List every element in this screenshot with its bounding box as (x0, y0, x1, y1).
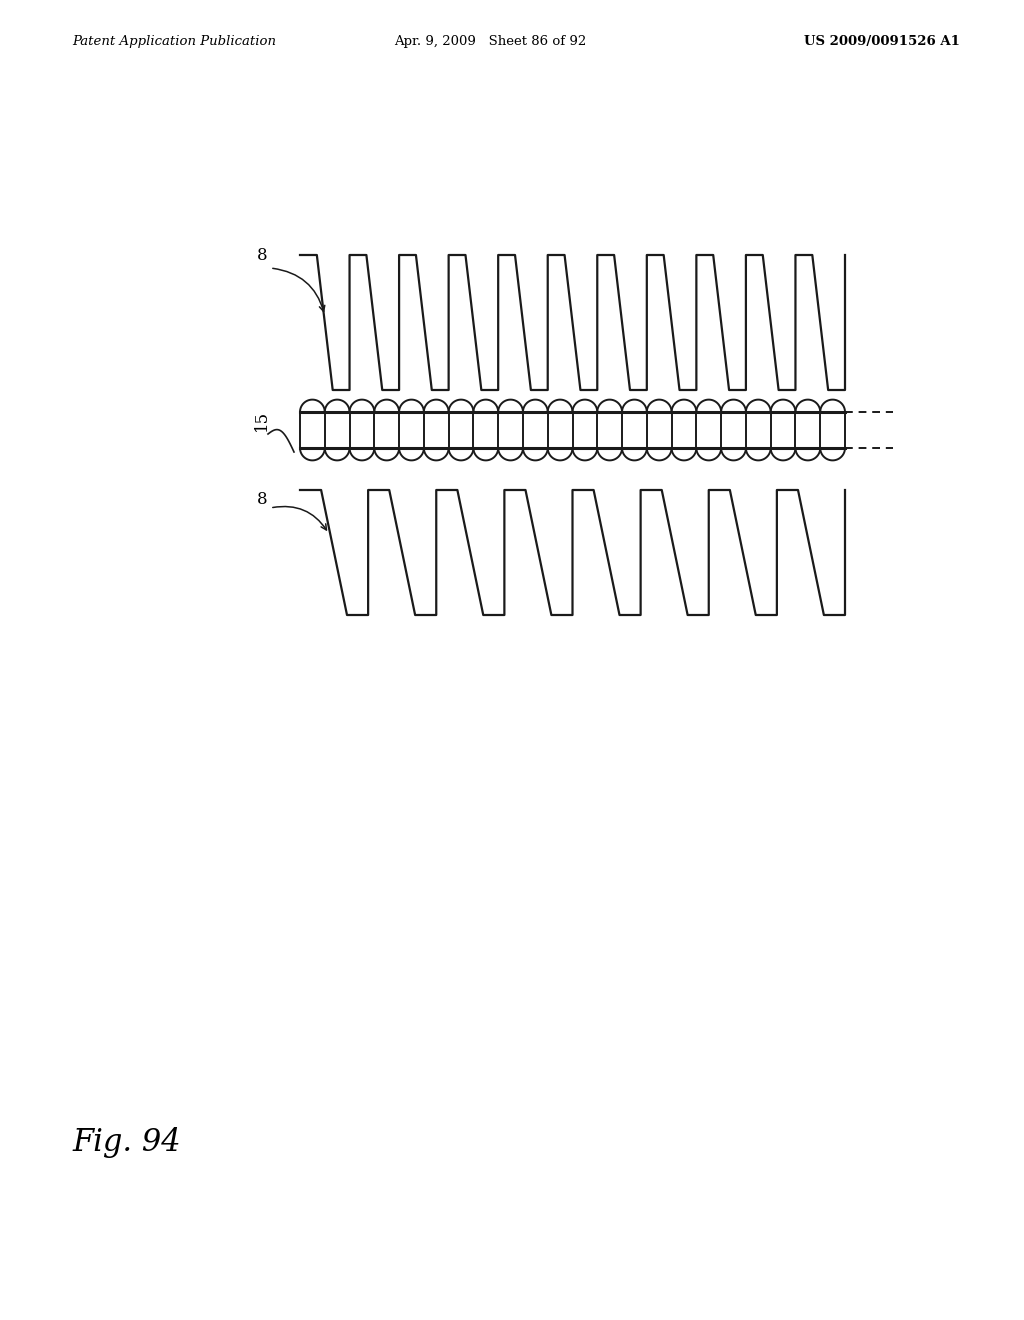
Text: Patent Application Publication: Patent Application Publication (72, 36, 276, 49)
Text: 8: 8 (257, 247, 267, 264)
Text: Fig. 94: Fig. 94 (72, 1126, 180, 1158)
Text: Apr. 9, 2009   Sheet 86 of 92: Apr. 9, 2009 Sheet 86 of 92 (394, 36, 586, 49)
Text: 15: 15 (253, 409, 269, 430)
Text: US 2009/0091526 A1: US 2009/0091526 A1 (804, 36, 961, 49)
Text: 8: 8 (257, 491, 267, 508)
